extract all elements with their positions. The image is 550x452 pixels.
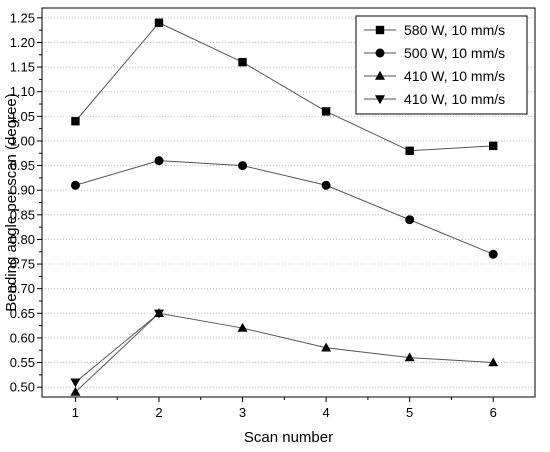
data-point-series-4 [70, 378, 81, 388]
y-tick-label: 1.05 [10, 109, 35, 124]
data-point-series-3 [237, 322, 248, 332]
series-line-2 [75, 160, 494, 255]
data-point-series-1 [405, 146, 414, 155]
x-tick-label: 6 [490, 405, 497, 420]
y-tick-label: 1.25 [10, 10, 35, 25]
legend-marker [375, 25, 385, 35]
legend-box [355, 15, 528, 115]
x-tick-label: 1 [72, 405, 79, 420]
data-point-series-2 [488, 249, 498, 259]
data-point-series-2 [70, 180, 80, 190]
legend-label: 410 W, 10 mm/s [404, 68, 505, 84]
y-tick-label: 0.60 [10, 330, 35, 345]
y-tick-label: 1.15 [10, 60, 35, 75]
data-point-series-3 [321, 342, 332, 352]
y-tick-label: 0.75 [10, 257, 35, 272]
legend-marker [375, 70, 385, 80]
series-line-4 [75, 312, 160, 383]
data-point-series-1 [154, 18, 164, 27]
x-tick-label: 5 [406, 405, 413, 420]
data-point-series-1 [238, 57, 247, 67]
y-tick-label: 0.95 [10, 158, 35, 173]
data-point-series-2 [321, 180, 331, 190]
y-tick-label: 0.65 [10, 306, 35, 321]
data-point-series-3 [70, 386, 81, 396]
y-tick-label: 1.10 [10, 84, 35, 99]
series-line-3 [75, 312, 494, 393]
y-tick-label: 0.80 [10, 232, 35, 247]
y-tick-label: 0.50 [10, 380, 35, 395]
series-line-1 [75, 22, 494, 152]
data-point-series-3 [404, 352, 415, 362]
y-axis-label: Bending angle per scan (degree) [3, 93, 20, 311]
data-point-series-1 [489, 141, 498, 151]
data-point-series-1 [321, 107, 331, 116]
y-tick-label: 0.90 [10, 183, 35, 198]
x-tick-label: 4 [322, 405, 329, 420]
data-point-series-1 [71, 117, 80, 126]
data-point-series-2 [405, 215, 415, 225]
y-tick-label: 0.85 [10, 207, 35, 222]
y-tick-label: 0.55 [10, 355, 35, 370]
y-tick-label: 1.20 [10, 35, 35, 50]
legend-label: 410 W, 10 mm/s [404, 91, 505, 107]
y-tick-label: 0.70 [10, 281, 35, 296]
data-point-series-3 [488, 357, 499, 367]
grid-lines [42, 17, 535, 388]
series-markers [70, 18, 499, 396]
legend: 580 W, 10 mm/s 500 W, 10 mm/s 410 W, 10 mm… [355, 15, 528, 115]
x-tick-label: 3 [239, 405, 246, 420]
legend-marker [375, 48, 385, 58]
legend-label: 580 W, 10 mm/s [404, 22, 505, 38]
x-axis-label: Scan number [244, 429, 333, 446]
legend-label: 500 W, 10 mm/s [404, 45, 505, 61]
legend-marker [375, 95, 385, 105]
y-tick-label: 1.00 [10, 133, 35, 148]
data-point-series-2 [154, 156, 164, 166]
data-point-series-4 [153, 309, 164, 319]
series-lines [75, 22, 494, 393]
x-tick-label: 2 [155, 405, 162, 420]
data-point-series-2 [238, 161, 248, 171]
axis-ticks: 0.50 0.55 0.60 0.65 0.70 0.75 0.80 0.85 0.90 0.95… [10, 10, 497, 420]
